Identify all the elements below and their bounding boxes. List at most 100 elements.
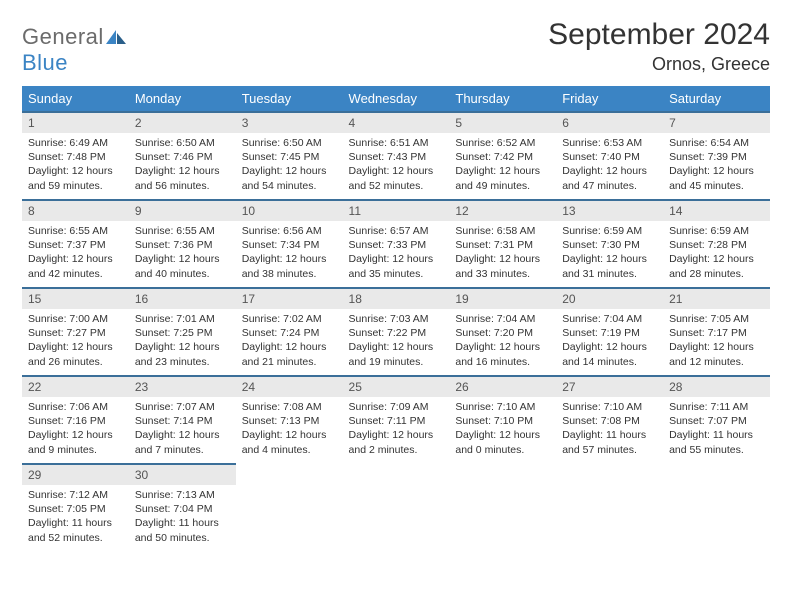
day-number: 25 [343,375,450,397]
calendar-cell: 20Sunrise: 7:04 AMSunset: 7:19 PMDayligh… [556,287,663,375]
calendar-cell: 24Sunrise: 7:08 AMSunset: 7:13 PMDayligh… [236,375,343,463]
sunrise-text: Sunrise: 6:53 AM [562,136,657,150]
sunset-text: Sunset: 7:27 PM [28,326,123,340]
day-number: 16 [129,287,236,309]
day-body: Sunrise: 7:03 AMSunset: 7:22 PMDaylight:… [343,309,450,375]
sunset-text: Sunset: 7:42 PM [455,150,550,164]
day-body: Sunrise: 6:50 AMSunset: 7:45 PMDaylight:… [236,133,343,199]
calendar-cell [449,463,556,551]
day-number: 11 [343,199,450,221]
sunrise-text: Sunrise: 7:10 AM [562,400,657,414]
day-number: 17 [236,287,343,309]
sunrise-text: Sunrise: 7:12 AM [28,488,123,502]
day-body: Sunrise: 7:09 AMSunset: 7:11 PMDaylight:… [343,397,450,463]
calendar-cell: 26Sunrise: 7:10 AMSunset: 7:10 PMDayligh… [449,375,556,463]
sunset-text: Sunset: 7:25 PM [135,326,230,340]
calendar-cell: 27Sunrise: 7:10 AMSunset: 7:08 PMDayligh… [556,375,663,463]
daylight-text: Daylight: 12 hours and 14 minutes. [562,340,657,368]
calendar-cell: 30Sunrise: 7:13 AMSunset: 7:04 PMDayligh… [129,463,236,551]
sunrise-text: Sunrise: 7:03 AM [349,312,444,326]
sunrise-text: Sunrise: 7:06 AM [28,400,123,414]
day-header: Tuesday [236,86,343,111]
day-body: Sunrise: 6:52 AMSunset: 7:42 PMDaylight:… [449,133,556,199]
daylight-text: Daylight: 12 hours and 45 minutes. [669,164,764,192]
calendar-cell: 23Sunrise: 7:07 AMSunset: 7:14 PMDayligh… [129,375,236,463]
calendar-cell: 17Sunrise: 7:02 AMSunset: 7:24 PMDayligh… [236,287,343,375]
sunset-text: Sunset: 7:40 PM [562,150,657,164]
day-number: 22 [22,375,129,397]
sunrise-text: Sunrise: 6:51 AM [349,136,444,150]
sunrise-text: Sunrise: 7:08 AM [242,400,337,414]
daylight-text: Daylight: 12 hours and 21 minutes. [242,340,337,368]
sunrise-text: Sunrise: 7:00 AM [28,312,123,326]
sunrise-text: Sunrise: 6:50 AM [242,136,337,150]
sunrise-text: Sunrise: 7:04 AM [562,312,657,326]
brand-text: General Blue [22,24,128,76]
day-number: 14 [663,199,770,221]
day-number: 6 [556,111,663,133]
location: Ornos, Greece [548,54,770,75]
day-body: Sunrise: 6:49 AMSunset: 7:48 PMDaylight:… [22,133,129,199]
sunrise-text: Sunrise: 6:58 AM [455,224,550,238]
sunrise-text: Sunrise: 6:55 AM [135,224,230,238]
day-number: 5 [449,111,556,133]
sunset-text: Sunset: 7:05 PM [28,502,123,516]
calendar-week-row: 22Sunrise: 7:06 AMSunset: 7:16 PMDayligh… [22,375,770,463]
day-body: Sunrise: 7:06 AMSunset: 7:16 PMDaylight:… [22,397,129,463]
calendar-cell: 3Sunrise: 6:50 AMSunset: 7:45 PMDaylight… [236,111,343,199]
daylight-text: Daylight: 12 hours and 12 minutes. [669,340,764,368]
day-number: 23 [129,375,236,397]
day-header: Saturday [663,86,770,111]
daylight-text: Daylight: 12 hours and 2 minutes. [349,428,444,456]
calendar-cell [236,463,343,551]
daylight-text: Daylight: 12 hours and 47 minutes. [562,164,657,192]
day-body: Sunrise: 6:58 AMSunset: 7:31 PMDaylight:… [449,221,556,287]
sunset-text: Sunset: 7:31 PM [455,238,550,252]
sunrise-text: Sunrise: 6:52 AM [455,136,550,150]
daylight-text: Daylight: 11 hours and 57 minutes. [562,428,657,456]
day-body: Sunrise: 7:01 AMSunset: 7:25 PMDaylight:… [129,309,236,375]
sunset-text: Sunset: 7:39 PM [669,150,764,164]
sunset-text: Sunset: 7:16 PM [28,414,123,428]
day-number: 1 [22,111,129,133]
calendar-cell: 7Sunrise: 6:54 AMSunset: 7:39 PMDaylight… [663,111,770,199]
day-body: Sunrise: 6:56 AMSunset: 7:34 PMDaylight:… [236,221,343,287]
daylight-text: Daylight: 12 hours and 28 minutes. [669,252,764,280]
day-body: Sunrise: 6:50 AMSunset: 7:46 PMDaylight:… [129,133,236,199]
calendar-cell: 14Sunrise: 6:59 AMSunset: 7:28 PMDayligh… [663,199,770,287]
daylight-text: Daylight: 12 hours and 52 minutes. [349,164,444,192]
sunrise-text: Sunrise: 7:02 AM [242,312,337,326]
calendar-cell: 4Sunrise: 6:51 AMSunset: 7:43 PMDaylight… [343,111,450,199]
calendar-week-row: 1Sunrise: 6:49 AMSunset: 7:48 PMDaylight… [22,111,770,199]
sunset-text: Sunset: 7:20 PM [455,326,550,340]
day-number: 21 [663,287,770,309]
day-header: Wednesday [343,86,450,111]
sunrise-text: Sunrise: 7:13 AM [135,488,230,502]
day-body: Sunrise: 6:54 AMSunset: 7:39 PMDaylight:… [663,133,770,199]
day-number: 7 [663,111,770,133]
calendar-cell: 10Sunrise: 6:56 AMSunset: 7:34 PMDayligh… [236,199,343,287]
sunset-text: Sunset: 7:19 PM [562,326,657,340]
daylight-text: Daylight: 12 hours and 7 minutes. [135,428,230,456]
sunset-text: Sunset: 7:37 PM [28,238,123,252]
calendar-cell: 21Sunrise: 7:05 AMSunset: 7:17 PMDayligh… [663,287,770,375]
calendar-cell: 2Sunrise: 6:50 AMSunset: 7:46 PMDaylight… [129,111,236,199]
title-block: September 2024 Ornos, Greece [548,18,770,75]
sunset-text: Sunset: 7:17 PM [669,326,764,340]
day-body: Sunrise: 7:07 AMSunset: 7:14 PMDaylight:… [129,397,236,463]
sunrise-text: Sunrise: 6:59 AM [562,224,657,238]
calendar-week-row: 15Sunrise: 7:00 AMSunset: 7:27 PMDayligh… [22,287,770,375]
brand-logo: General Blue [22,18,128,76]
day-number: 24 [236,375,343,397]
daylight-text: Daylight: 12 hours and 19 minutes. [349,340,444,368]
brand-part1: General [22,24,104,49]
sunrise-text: Sunrise: 6:57 AM [349,224,444,238]
day-body: Sunrise: 7:05 AMSunset: 7:17 PMDaylight:… [663,309,770,375]
day-body: Sunrise: 7:10 AMSunset: 7:08 PMDaylight:… [556,397,663,463]
sunrise-text: Sunrise: 7:09 AM [349,400,444,414]
sunset-text: Sunset: 7:33 PM [349,238,444,252]
daylight-text: Daylight: 12 hours and 56 minutes. [135,164,230,192]
sail-icon [106,30,128,44]
header: General Blue September 2024 Ornos, Greec… [22,18,770,76]
calendar-cell: 28Sunrise: 7:11 AMSunset: 7:07 PMDayligh… [663,375,770,463]
